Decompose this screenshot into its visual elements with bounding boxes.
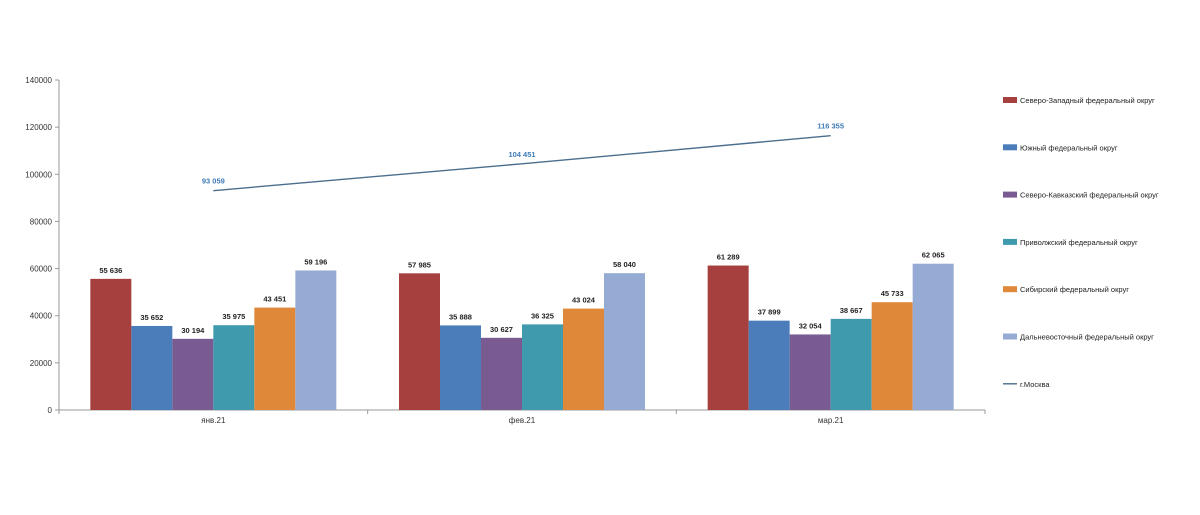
bar-data-label: 35 888: [449, 312, 472, 321]
legend-swatch: [1003, 144, 1017, 151]
bar-data-label: 38 667: [840, 306, 863, 315]
bar-data-label: 35 975: [222, 312, 245, 321]
bar-data-label: 43 451: [263, 295, 286, 304]
bar-data-label: 37 899: [758, 308, 781, 317]
bar-data-label: 45 733: [881, 289, 904, 298]
legend-label: Южный федеральный округ: [1020, 143, 1118, 152]
bar-data-label: 32 054: [799, 321, 823, 330]
bar: [481, 337, 522, 410]
bar-data-label: 43 024: [572, 296, 596, 305]
bar: [830, 318, 872, 410]
bar: [295, 270, 337, 410]
legend-label: Сибирский федеральный округ: [1020, 285, 1129, 294]
bar-data-label: 55 636: [99, 266, 122, 275]
bar-data-label: 30 627: [490, 325, 513, 334]
bar: [604, 273, 645, 410]
bar-data-label: 57 985: [408, 260, 431, 269]
bar: [871, 302, 913, 410]
bar: [213, 325, 255, 410]
bar-data-label: 61 289: [717, 253, 740, 262]
x-tick-label: мар.21: [818, 416, 844, 425]
y-tick-label: 120000: [25, 123, 52, 132]
legend-label: Приволжский федеральный округ: [1020, 238, 1138, 247]
legend-swatch: [1003, 286, 1017, 293]
legend-swatch: [1003, 333, 1017, 340]
legend-label: г.Москва: [1020, 380, 1050, 389]
bar-data-label: 30 194: [181, 326, 205, 335]
y-tick-label: 100000: [25, 170, 52, 179]
legend-label: Северо-Западный федеральный округ: [1020, 96, 1155, 105]
line-data-label: 93 059: [202, 177, 225, 186]
bar-data-label: 58 040: [613, 260, 636, 269]
legend: Северо-Западный федеральный округ Южный ф…: [1003, 96, 1159, 389]
line-data-label: 104 451: [508, 150, 535, 159]
bars: 55 636 35 652 30 194 35 975 43 451 59 196 57 9…: [90, 251, 954, 410]
bar: [748, 320, 790, 410]
bar: [399, 273, 440, 410]
y-tick-label: 20000: [30, 359, 53, 368]
moscow-line: 93 059 104 451 116 355: [202, 122, 844, 192]
y-tick-label: 60000: [30, 265, 53, 274]
bar-data-label: 36 325: [531, 311, 554, 320]
bar-data-label: 62 065: [922, 251, 945, 260]
legend-swatch: [1003, 191, 1017, 198]
line-data-label: 116 355: [817, 122, 844, 131]
bar-data-label: 59 196: [304, 257, 327, 266]
legend-label: Дальневосточный федеральный округ: [1020, 333, 1154, 342]
x-tick-label: фев.21: [509, 416, 536, 425]
y-tick-label: 0: [48, 406, 53, 415]
bar: [172, 338, 214, 410]
y-tick-label: 80000: [30, 217, 53, 226]
bar: [90, 278, 132, 410]
y-tick-label: 40000: [30, 312, 53, 321]
bar: [131, 325, 173, 410]
bar: [440, 325, 481, 410]
legend-swatch: [1003, 97, 1017, 103]
legend-label: Северо-Кавказский федеральный округ: [1020, 191, 1159, 200]
bar: [789, 334, 831, 410]
bar: [707, 265, 749, 410]
line-series: [213, 135, 831, 192]
bar: [912, 263, 954, 410]
bar: [563, 308, 604, 410]
y-tick-label: 140000: [25, 76, 52, 85]
bar-data-label: 35 652: [140, 313, 163, 322]
bar: [522, 324, 563, 410]
legend-swatch: [1003, 238, 1017, 245]
bar: [254, 307, 296, 410]
x-tick-label: янв.21: [201, 416, 226, 425]
